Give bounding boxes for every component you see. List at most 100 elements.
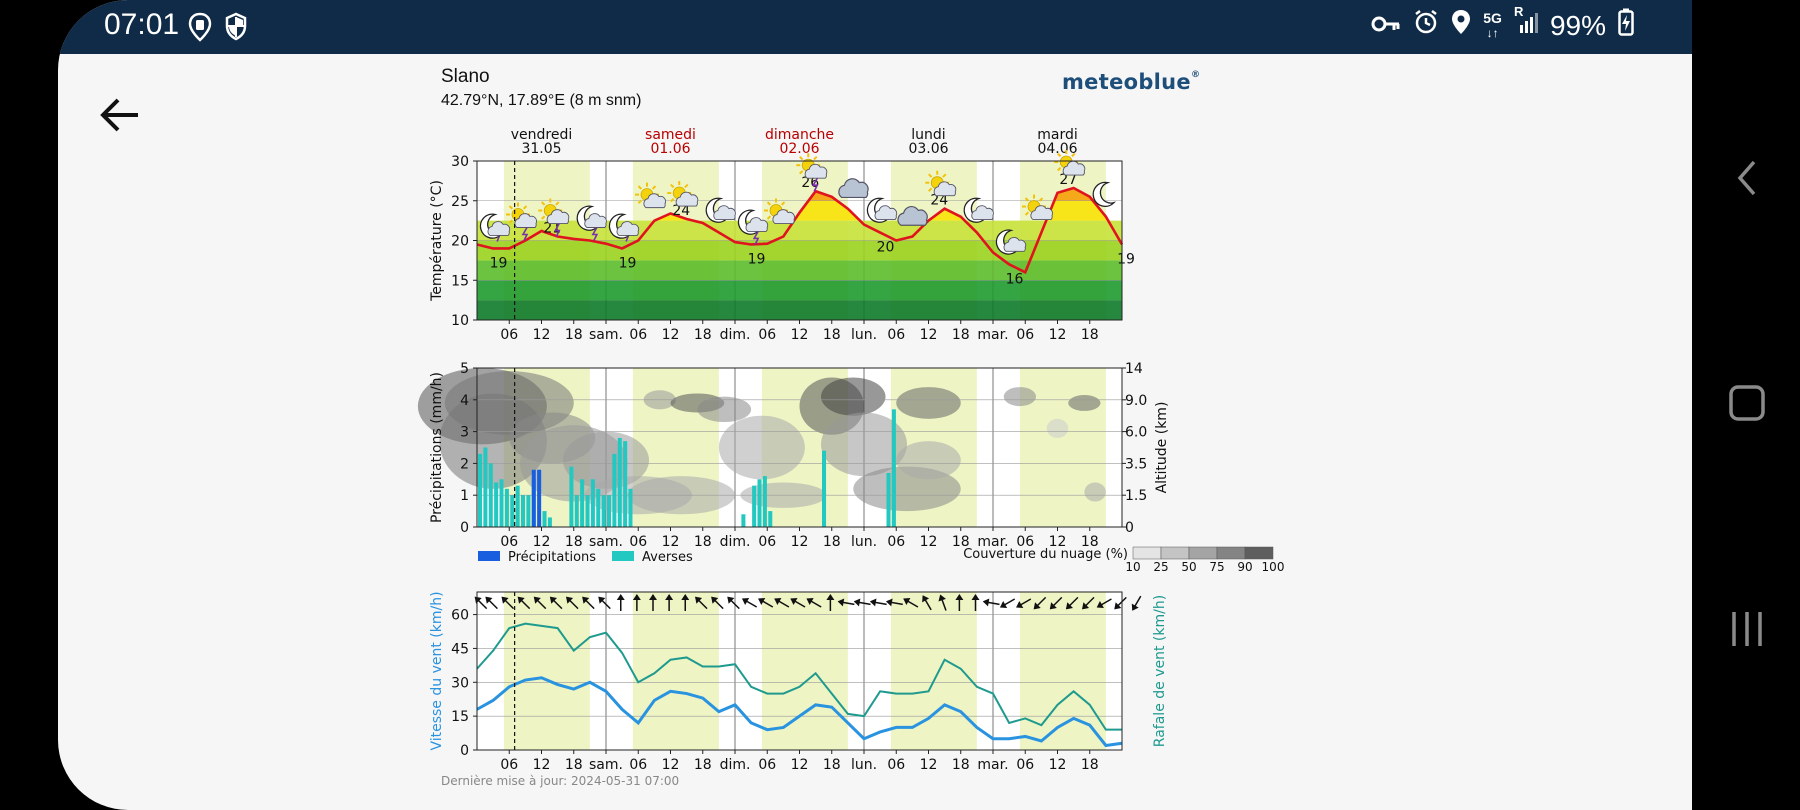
cloud-shape	[838, 178, 869, 199]
rain-drop	[625, 236, 629, 242]
y-tick-label: 0	[460, 743, 469, 759]
cloud-body	[487, 221, 511, 236]
showers-bar	[607, 495, 612, 527]
arrow-head	[1131, 603, 1139, 611]
y-tick-label: 30	[451, 675, 469, 691]
status-right-group: 5G ↓↑ R 99%	[1371, 4, 1634, 43]
x-tick-label: 18	[823, 327, 841, 343]
nav-home-button[interactable]	[1729, 385, 1765, 425]
back-button[interactable]	[100, 95, 140, 135]
wind-arrow-icon	[598, 596, 611, 610]
signal-icon: R	[1514, 4, 1538, 42]
day-name: dimanche	[765, 127, 834, 143]
showers-bar	[483, 447, 488, 527]
moon-cloud-icon	[963, 197, 994, 223]
cloud-legend-swatch	[1188, 546, 1218, 560]
lightning-bolt	[752, 231, 760, 245]
x-tick-label: 18	[694, 757, 712, 773]
x-tick-label: 06	[1016, 757, 1034, 773]
wind-arrow-icon	[695, 596, 708, 610]
showers-bar	[478, 453, 483, 527]
x-tick-label: 18	[952, 757, 970, 773]
showers-bar	[617, 437, 622, 527]
wind-arrow-icon	[922, 595, 932, 611]
cloud-legend-swatch	[1132, 546, 1162, 560]
sun-ray	[1024, 197, 1030, 202]
wind-arrow-icon	[790, 598, 806, 608]
arrow-head	[1096, 601, 1104, 608]
temperature-label: 19	[619, 255, 637, 271]
x-tick-label: 12	[533, 757, 551, 773]
arrow-head	[727, 596, 735, 604]
cloud-body	[874, 205, 898, 221]
wind-arrow-icon	[982, 598, 1000, 607]
x-tick-label: 06	[500, 534, 518, 550]
showers-bar	[515, 485, 520, 527]
legend-precip-swatch	[478, 551, 500, 561]
cloud-shape	[1062, 160, 1086, 176]
wind-arrow-icon	[665, 594, 674, 611]
wind-arrow-icon	[616, 594, 625, 611]
x-tick-label: dim.	[720, 757, 751, 773]
wind-direction-arrows	[474, 594, 1142, 611]
wind-arrow-icon	[903, 598, 919, 608]
cloud-shape	[616, 221, 640, 236]
key-icon	[1371, 10, 1401, 42]
y2-tick-label: 9.0	[1125, 393, 1147, 409]
daylight-band	[1019, 592, 1106, 750]
sun-cloud-icon	[1054, 150, 1086, 176]
day-date: 04.06	[1037, 141, 1077, 157]
wind-arrow-icon	[727, 596, 740, 610]
x-tick-label: sam.	[589, 327, 623, 343]
sun-ray	[813, 156, 818, 161]
arrow-head	[533, 596, 541, 604]
arrow-head	[695, 596, 703, 604]
lightning-bolt	[521, 227, 529, 241]
day-date: 02.06	[779, 141, 819, 157]
showers-bar	[601, 495, 606, 527]
temperature-band	[477, 240, 1122, 261]
arrow-head	[837, 598, 845, 607]
nav-recents-button[interactable]	[1729, 610, 1765, 652]
temperature-line	[476, 186, 1124, 275]
sun-cloud-icon	[764, 198, 795, 224]
arrow-head	[549, 596, 557, 604]
location-shield-icon	[188, 12, 212, 46]
daylight-band	[761, 592, 848, 750]
back-chevron-icon	[1737, 160, 1756, 196]
x-tick-label: sam.	[589, 757, 623, 773]
x-tick-label: 06	[629, 757, 647, 773]
showers-bar	[623, 441, 628, 527]
showers-bar	[499, 479, 504, 527]
y-tick-label: 4	[460, 393, 469, 409]
legend-showers-swatch	[612, 551, 634, 561]
cloud-shape	[971, 205, 994, 221]
sun-ray	[766, 201, 772, 206]
legend-precip-label: Précipitations	[508, 550, 596, 565]
cloud-legend-tick: 25	[1153, 560, 1168, 574]
x-tick-label: 06	[758, 534, 776, 550]
x-tick-label: 12	[533, 327, 551, 343]
cloud-legend-tick: 90	[1237, 560, 1252, 574]
cloud-shape	[546, 209, 570, 224]
wind-arrow-icon	[938, 594, 947, 611]
y-tick-label: 1	[460, 488, 469, 504]
last-updated: Dernière mise à jour: 2024-05-31 07:00	[441, 774, 680, 788]
wind-arrow-icon	[1114, 596, 1127, 610]
brand-logo: meteoblue®	[1062, 70, 1201, 94]
showers-bar	[510, 495, 515, 527]
cloud-legend-tick: 75	[1209, 560, 1224, 574]
temperature-band	[477, 260, 1122, 281]
sun-ray	[1057, 152, 1062, 158]
nav-back-button[interactable]	[1734, 158, 1760, 202]
sun-ray	[1038, 197, 1044, 202]
x-tick-label: 06	[887, 534, 905, 550]
arrow-head	[1065, 602, 1073, 610]
moon-thunder-icon	[576, 205, 607, 241]
x-tick-label: 06	[1016, 327, 1034, 343]
sun-ray	[766, 215, 772, 220]
cloud-blob	[1003, 387, 1036, 407]
arrow-head	[616, 594, 625, 600]
sun-thunder-icon	[506, 202, 537, 241]
x-tick-label: 06	[1016, 534, 1034, 550]
